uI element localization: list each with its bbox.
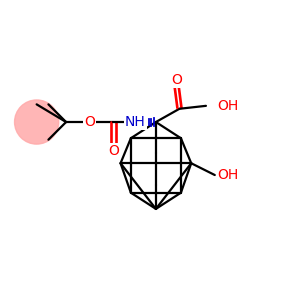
Circle shape	[15, 100, 59, 144]
Text: OH: OH	[217, 99, 238, 113]
Text: O: O	[171, 73, 182, 87]
Text: O: O	[84, 115, 95, 129]
Text: NH: NH	[125, 115, 146, 129]
Text: O: O	[108, 145, 118, 158]
Text: OH: OH	[218, 168, 239, 182]
